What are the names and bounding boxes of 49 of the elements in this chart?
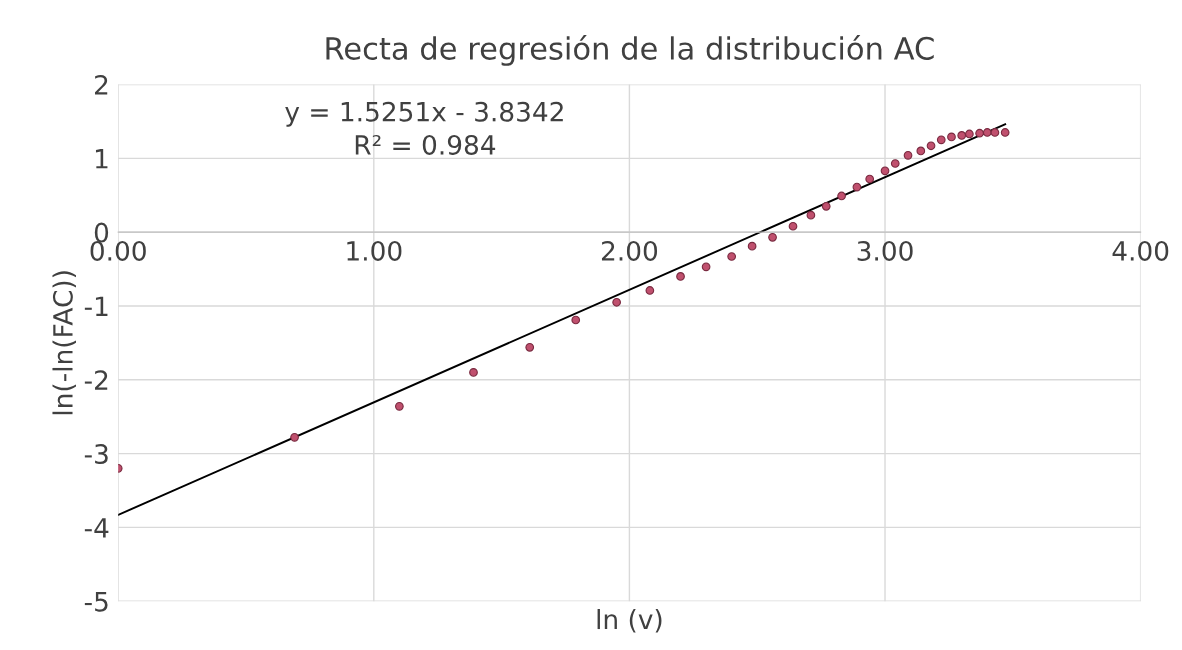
annotation: y = 1.5251x - 3.8342 bbox=[285, 101, 563, 127]
point bbox=[290, 433, 299, 442]
point bbox=[645, 286, 655, 295]
x-tick-label: 4.00 bbox=[1112, 240, 1169, 261]
point bbox=[806, 210, 816, 220]
y-tick-label: 1 bbox=[95, 149, 108, 169]
annotation: R² = 0.984 bbox=[355, 134, 496, 155]
x-tick-label: 3.00 bbox=[857, 240, 913, 261]
point bbox=[852, 182, 862, 192]
x-axis-title: ln (v) bbox=[597, 609, 662, 633]
point bbox=[890, 159, 900, 168]
y-tick-label: -2 bbox=[84, 370, 108, 390]
y-axis-title: ln(-ln(FAC)) bbox=[52, 271, 76, 415]
point bbox=[880, 166, 890, 176]
point bbox=[525, 342, 535, 352]
y-tick-label: -3 bbox=[84, 444, 108, 465]
point bbox=[676, 272, 685, 281]
point bbox=[788, 221, 798, 231]
point bbox=[936, 135, 946, 145]
x-tick-label: 1.00 bbox=[347, 240, 402, 261]
point bbox=[747, 241, 757, 251]
point bbox=[975, 128, 984, 138]
point bbox=[571, 315, 581, 325]
point bbox=[469, 368, 478, 377]
point bbox=[701, 262, 711, 272]
point bbox=[957, 131, 967, 140]
x-tick-label: 0.00 bbox=[90, 240, 146, 261]
y-tick-label: -1 bbox=[84, 296, 108, 316]
point bbox=[982, 128, 992, 137]
point bbox=[990, 128, 1000, 137]
y-tick-label: -4 bbox=[84, 518, 109, 538]
point bbox=[837, 191, 846, 201]
point bbox=[926, 141, 936, 151]
chart-title: Recta de regresión de la distribución AC bbox=[326, 35, 934, 66]
y-tick-label: -5 bbox=[84, 592, 108, 612]
point bbox=[865, 174, 875, 184]
y-tick-label: 2 bbox=[95, 74, 108, 95]
point bbox=[395, 402, 404, 411]
point bbox=[1000, 128, 1010, 137]
point bbox=[916, 146, 926, 156]
point bbox=[947, 132, 956, 142]
point bbox=[903, 151, 913, 160]
y-tick-label: 0 bbox=[94, 222, 109, 243]
point bbox=[727, 252, 737, 261]
point bbox=[612, 297, 621, 307]
point bbox=[821, 201, 831, 211]
point bbox=[965, 129, 974, 139]
point bbox=[768, 232, 777, 242]
x-tick-label: 2.00 bbox=[601, 240, 658, 261]
